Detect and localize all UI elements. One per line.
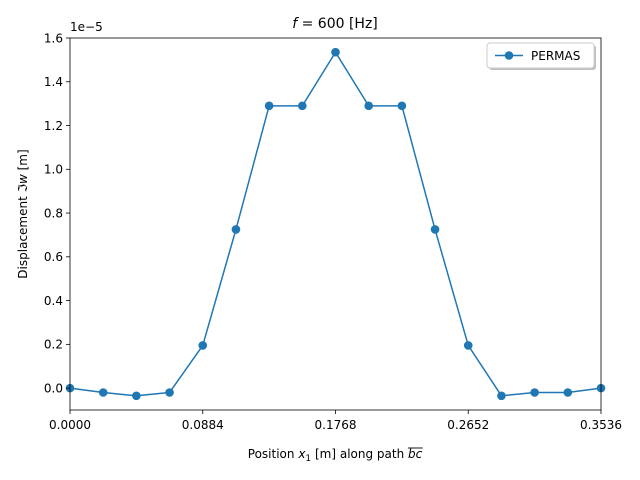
y-tick-label: 1.6: [44, 31, 63, 45]
x-tick-label: 0.0000: [49, 418, 91, 432]
svg-text:Position x1 [m] along path bc: Position x1 [m] along path bc: [248, 447, 423, 464]
legend-box: [486, 42, 595, 69]
data-point: [497, 391, 506, 401]
y-tick-label: 0.2: [44, 338, 63, 352]
y-tick-label: 1.0: [44, 163, 63, 177]
legend-label: PERMAS: [531, 49, 580, 63]
data-point: [397, 101, 407, 111]
data-point: [165, 388, 174, 397]
y-tick-label: 1.4: [44, 75, 63, 89]
x-tick-label: 0.2652: [447, 418, 489, 432]
plot-marks: [65, 47, 606, 401]
x-tick-label: 0.1768: [315, 418, 357, 432]
data-point: [98, 388, 108, 397]
data-point: [463, 341, 473, 350]
legend: PERMAS: [486, 42, 596, 70]
data-point: [231, 225, 241, 234]
y-tick-label: 0.6: [44, 250, 63, 264]
data-point: [198, 341, 208, 350]
x-axis-label: Position x1 [m] along path bc: [248, 447, 423, 464]
x-tick-label: 0.0884: [182, 418, 224, 432]
data-point: [132, 391, 141, 401]
y-axis-multiplier: 1e−5: [70, 20, 103, 34]
data-point: [264, 101, 274, 111]
y-tick-label: 0.4: [44, 294, 63, 308]
y-ticks: 0.0 0.2 0.4 0.6 0.8 1.0 1.2 1.4 1.6: [44, 31, 70, 395]
data-point: [364, 101, 373, 111]
data-point: [430, 225, 440, 234]
x-ticks: 0.0000 0.0884 0.1768 0.2652 0.3536: [49, 410, 622, 432]
y-tick-label: 0.8: [44, 206, 63, 220]
legend-marker: [504, 51, 514, 60]
data-point: [530, 388, 539, 397]
y-tick-label: 1.2: [44, 119, 63, 133]
chart-title: f = 600 [Hz]: [292, 16, 378, 32]
data-point: [331, 47, 340, 57]
y-tick-label: 0.0: [44, 381, 63, 395]
data-point: [563, 388, 573, 397]
x-tick-label: 0.3536: [580, 418, 622, 432]
data-point: [298, 101, 307, 111]
y-axis-label: Displacement ℑw [m]: [16, 149, 30, 278]
axes-frame: [69, 37, 602, 411]
